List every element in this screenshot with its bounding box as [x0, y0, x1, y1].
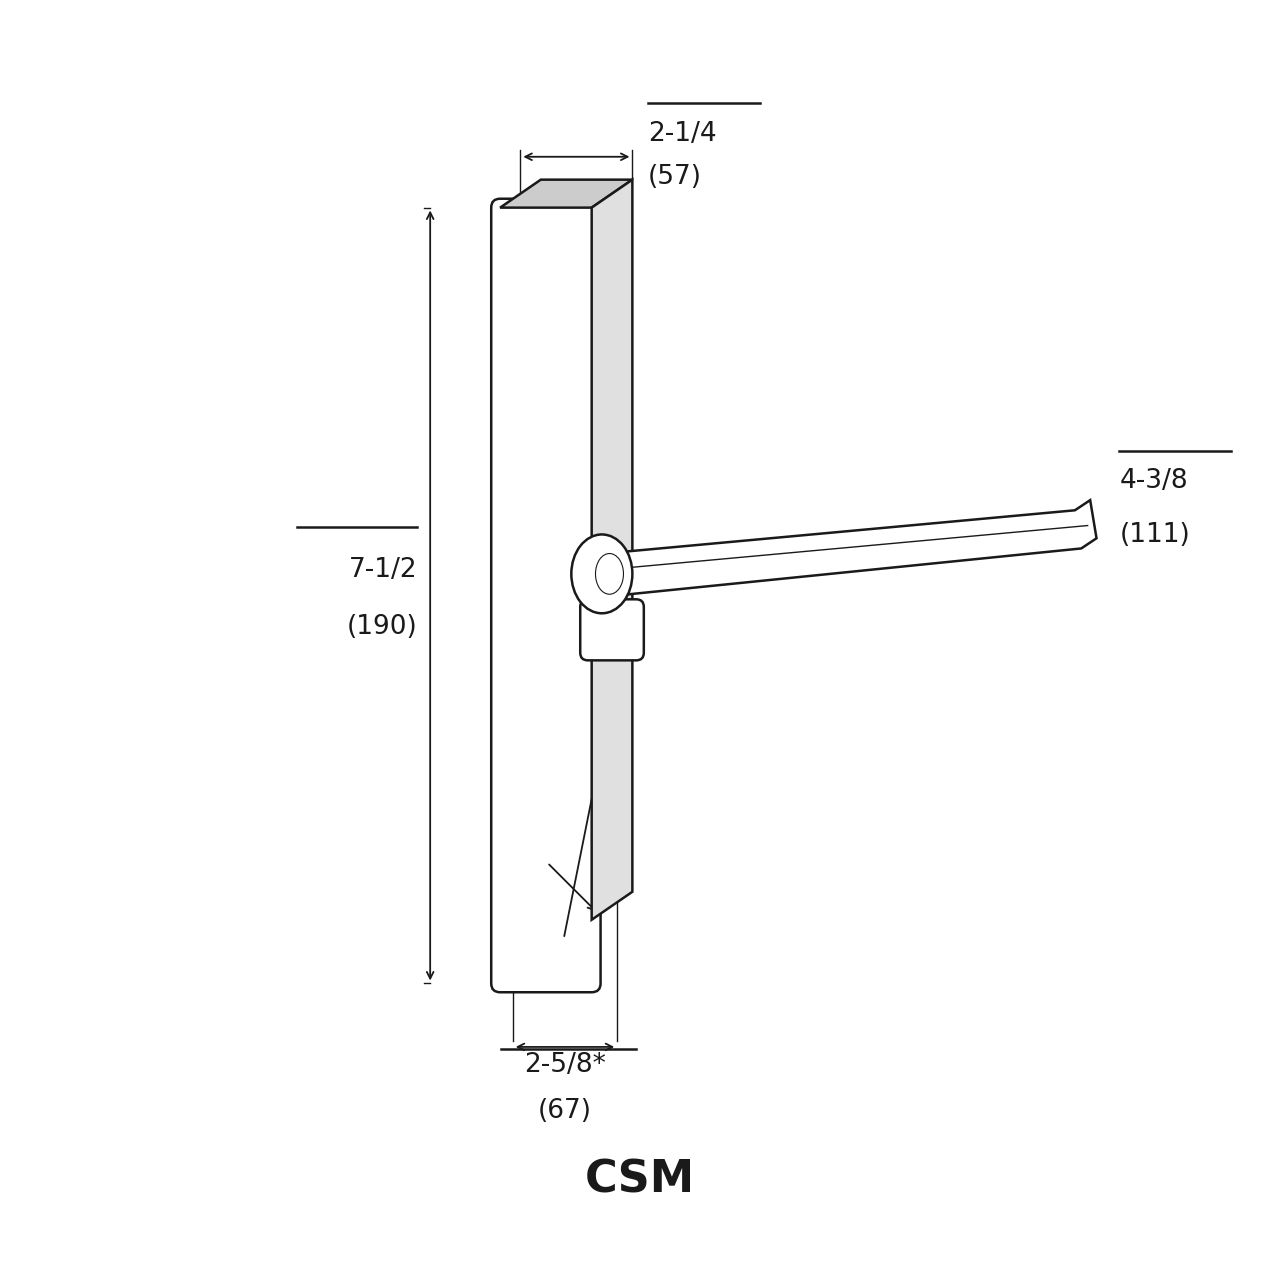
FancyBboxPatch shape	[580, 599, 644, 660]
Polygon shape	[591, 500, 1097, 598]
Polygon shape	[500, 179, 632, 207]
Text: (57): (57)	[648, 164, 701, 191]
FancyBboxPatch shape	[492, 198, 600, 992]
Polygon shape	[591, 179, 632, 920]
Text: CSM: CSM	[585, 1158, 695, 1202]
Ellipse shape	[595, 553, 623, 594]
Text: 2-5/8*: 2-5/8*	[524, 1052, 605, 1078]
Text: 7-1/2: 7-1/2	[349, 557, 417, 584]
Text: (67): (67)	[538, 1098, 591, 1124]
Text: (111): (111)	[1120, 522, 1190, 548]
Ellipse shape	[571, 535, 632, 613]
Text: (190): (190)	[347, 614, 417, 640]
Text: 2-1/4: 2-1/4	[648, 120, 717, 147]
Text: 4-3/8: 4-3/8	[1120, 467, 1188, 494]
